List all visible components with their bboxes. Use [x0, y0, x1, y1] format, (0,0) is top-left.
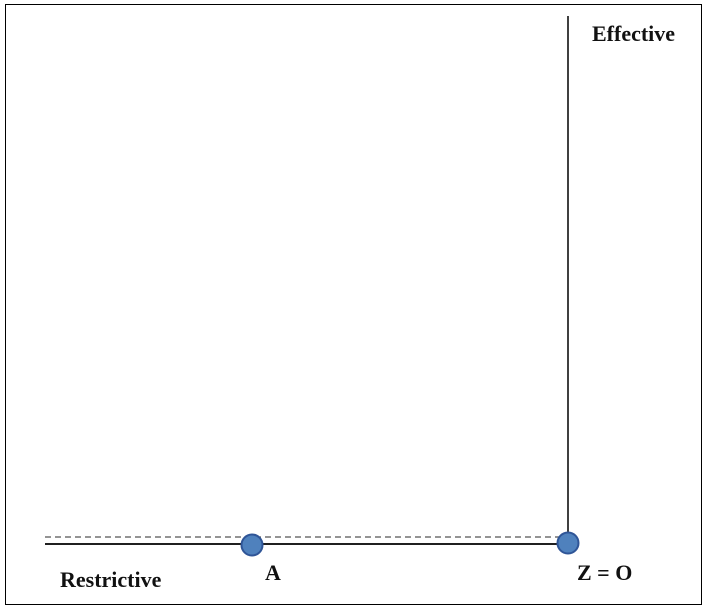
- restrictive-label: Restrictive: [60, 567, 162, 592]
- diagram-frame: [5, 4, 702, 605]
- point-z-marker: [556, 531, 580, 555]
- point-a-label: A: [265, 560, 281, 585]
- point-z-label: Z = O: [577, 560, 633, 585]
- effective-label: Effective: [592, 21, 676, 46]
- point-a-marker: [240, 533, 264, 557]
